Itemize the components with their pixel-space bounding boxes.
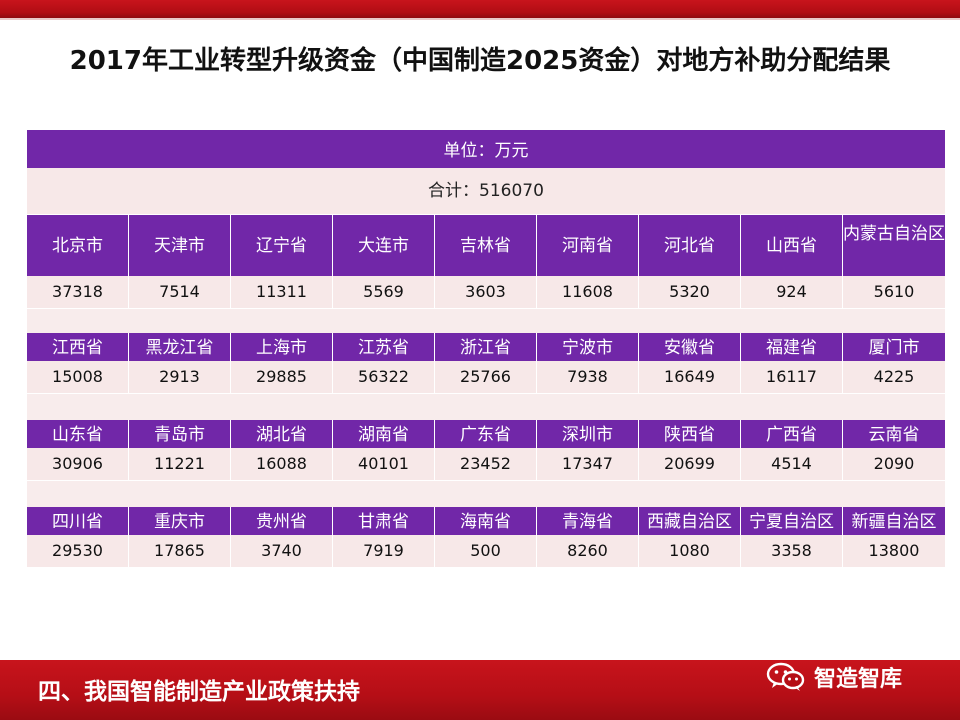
region-name: 安徽省 xyxy=(639,333,741,361)
amount-value: 13800 xyxy=(843,535,945,567)
amount-value: 3740 xyxy=(231,535,333,567)
amount-value: 16649 xyxy=(639,361,741,393)
region-name: 湖北省 xyxy=(231,420,333,448)
amount-value: 30906 xyxy=(27,448,129,480)
value-row: 15008 2913 29885 56322 25766 7938 16649 … xyxy=(27,361,945,393)
region-name: 浙江省 xyxy=(435,333,537,361)
bottom-red-bar xyxy=(0,660,960,720)
value-row: 29530 17865 3740 7919 500 8260 1080 3358… xyxy=(27,535,945,567)
region-name: 北京市 xyxy=(27,214,129,276)
region-name: 山西省 xyxy=(741,214,843,276)
amount-value: 5610 xyxy=(843,276,945,308)
amount-value: 2090 xyxy=(843,448,945,480)
region-name: 青岛市 xyxy=(129,420,231,448)
total-label: 合计：516070 xyxy=(27,168,945,214)
page-title: 2017年工业转型升级资金（中国制造2025资金）对地方补助分配结果 xyxy=(69,46,891,76)
header-row: 四川省 重庆市 贵州省 甘肃省 海南省 青海省 西藏自治区 宁夏自治区 新疆自治… xyxy=(27,507,945,535)
region-name: 海南省 xyxy=(435,507,537,535)
amount-value: 4514 xyxy=(741,448,843,480)
region-name: 重庆市 xyxy=(129,507,231,535)
header-row: 山东省 青岛市 湖北省 湖南省 广东省 深圳市 陕西省 广西省 云南省 xyxy=(27,420,945,448)
region-name: 新疆自治区 xyxy=(843,507,945,535)
value-row: 37318 7514 11311 5569 3603 11608 5320 92… xyxy=(27,276,945,308)
amount-value: 11608 xyxy=(537,276,639,308)
amount-value: 500 xyxy=(435,535,537,567)
region-name: 宁波市 xyxy=(537,333,639,361)
region-name: 陕西省 xyxy=(639,420,741,448)
amount-value: 23452 xyxy=(435,448,537,480)
amount-value: 7919 xyxy=(333,535,435,567)
header-row: 北京市 天津市 辽宁省 大连市 吉林省 河南省 河北省 山西省 内蒙古自治区 xyxy=(27,214,945,276)
amount-value: 37318 xyxy=(27,276,129,308)
amount-value: 5320 xyxy=(639,276,741,308)
wechat-icon xyxy=(766,662,806,692)
watermark: 智造智库 xyxy=(766,658,902,696)
region-name: 宁夏自治区 xyxy=(741,507,843,535)
region-name: 西藏自治区 xyxy=(639,507,741,535)
region-name: 甘肃省 xyxy=(333,507,435,535)
amount-value: 11221 xyxy=(129,448,231,480)
top-red-bar xyxy=(0,0,960,20)
amount-value: 8260 xyxy=(537,535,639,567)
region-name: 青海省 xyxy=(537,507,639,535)
region-name: 河南省 xyxy=(537,214,639,276)
amount-value: 7938 xyxy=(537,361,639,393)
amount-value: 2913 xyxy=(129,361,231,393)
amount-value: 29885 xyxy=(231,361,333,393)
region-name: 江西省 xyxy=(27,333,129,361)
region-name: 江苏省 xyxy=(333,333,435,361)
region-name: 湖南省 xyxy=(333,420,435,448)
amount-value: 17347 xyxy=(537,448,639,480)
amount-value: 7514 xyxy=(129,276,231,308)
amount-value: 4225 xyxy=(843,361,945,393)
group-spacer xyxy=(27,393,945,420)
amount-value: 5569 xyxy=(333,276,435,308)
region-name: 黑龙江省 xyxy=(129,333,231,361)
unit-label: 单位：万元 xyxy=(27,130,945,168)
amount-value: 3358 xyxy=(741,535,843,567)
region-name: 深圳市 xyxy=(537,420,639,448)
region-name: 辽宁省 xyxy=(231,214,333,276)
value-row: 30906 11221 16088 40101 23452 17347 2069… xyxy=(27,448,945,480)
region-name: 天津市 xyxy=(129,214,231,276)
region-name: 广西省 xyxy=(741,420,843,448)
amount-value: 16117 xyxy=(741,361,843,393)
allocation-table: 单位：万元 合计：516070 北京市 天津市 辽宁省 大连市 吉林省 河南省 … xyxy=(27,130,945,567)
amount-value: 15008 xyxy=(27,361,129,393)
group-spacer xyxy=(27,480,945,507)
region-name: 上海市 xyxy=(231,333,333,361)
amount-value: 924 xyxy=(741,276,843,308)
region-name: 广东省 xyxy=(435,420,537,448)
watermark-text: 智造智库 xyxy=(814,667,903,692)
region-name: 大连市 xyxy=(333,214,435,276)
amount-value: 29530 xyxy=(27,535,129,567)
amount-value: 20699 xyxy=(639,448,741,480)
region-name: 云南省 xyxy=(843,420,945,448)
amount-value: 40101 xyxy=(333,448,435,480)
group-spacer xyxy=(27,308,945,333)
amount-value: 3603 xyxy=(435,276,537,308)
region-name: 厦门市 xyxy=(843,333,945,361)
amount-value: 11311 xyxy=(231,276,333,308)
region-name: 四川省 xyxy=(27,507,129,535)
amount-value: 1080 xyxy=(639,535,741,567)
region-name: 山东省 xyxy=(27,420,129,448)
region-name: 内蒙古自治区 xyxy=(843,214,945,276)
amount-value: 25766 xyxy=(435,361,537,393)
region-name: 吉林省 xyxy=(435,214,537,276)
amount-value: 17865 xyxy=(129,535,231,567)
region-name: 河北省 xyxy=(639,214,741,276)
region-name: 贵州省 xyxy=(231,507,333,535)
region-name: 福建省 xyxy=(741,333,843,361)
header-row: 江西省 黑龙江省 上海市 江苏省 浙江省 宁波市 安徽省 福建省 厦门市 xyxy=(27,333,945,361)
section-title: 四、我国智能制造产业政策扶持 xyxy=(38,679,360,705)
amount-value: 16088 xyxy=(231,448,333,480)
amount-value: 56322 xyxy=(333,361,435,393)
